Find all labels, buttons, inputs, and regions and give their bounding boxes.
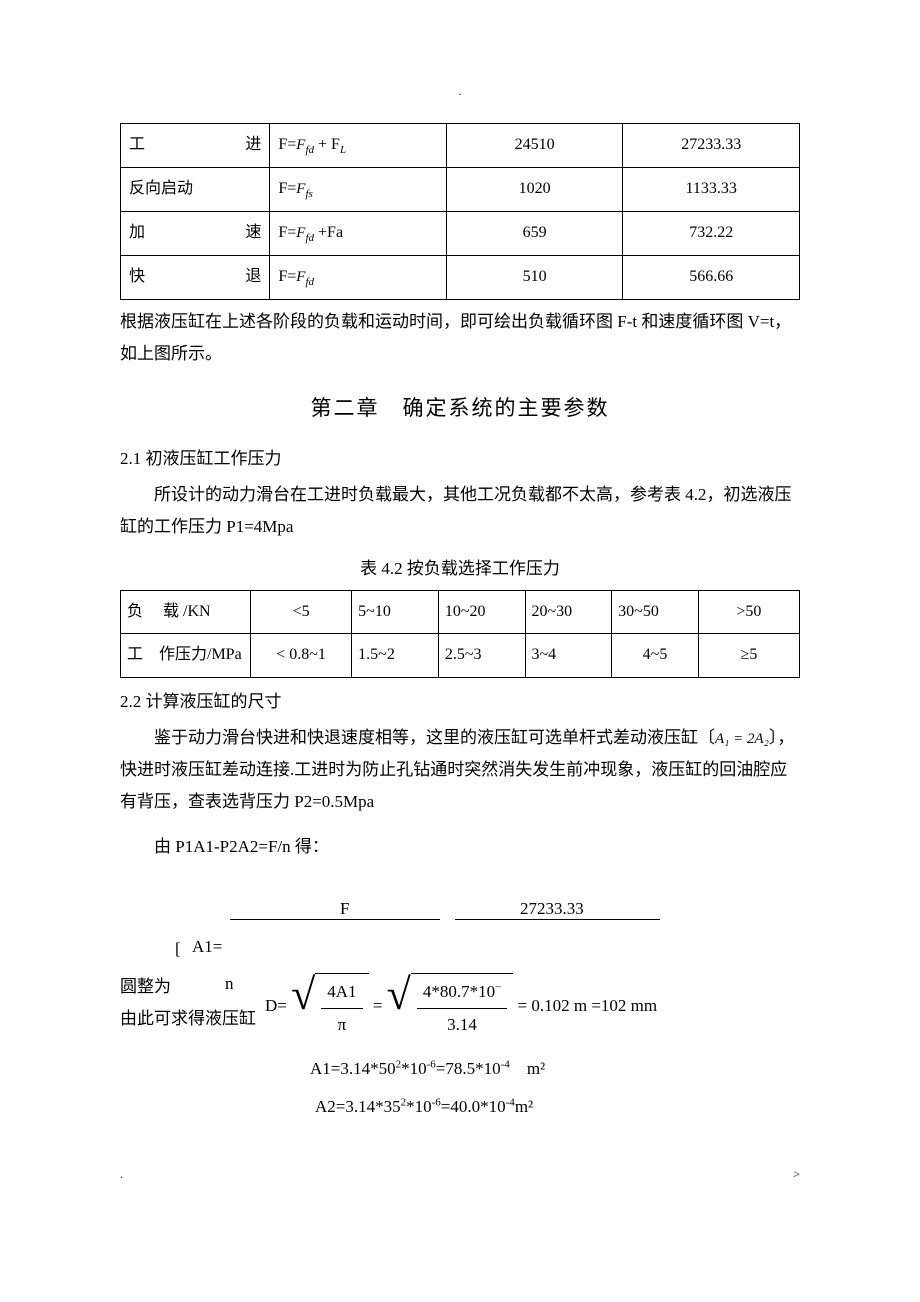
value-cell: < 0.8~1 bbox=[251, 634, 352, 677]
value-cell: >50 bbox=[698, 590, 799, 633]
value-cell: 30~50 bbox=[612, 590, 699, 633]
inline-equation: A₁ = 2A₂ bbox=[715, 731, 769, 747]
value-cell: 5~10 bbox=[352, 590, 439, 633]
value-cell: 27233.33 bbox=[623, 123, 800, 167]
value-cell: 1.5~2 bbox=[352, 634, 439, 677]
value-cell: 659 bbox=[446, 211, 623, 255]
formula-cell: F=Ffs bbox=[270, 167, 447, 211]
stage-cell: 工进 bbox=[121, 123, 270, 167]
formula-cell: F=Ffd bbox=[270, 256, 447, 300]
header-cell: 工 作压力/MPa bbox=[121, 634, 251, 677]
value-cell: 1133.33 bbox=[623, 167, 800, 211]
eq-F-value: 27233.33 bbox=[520, 893, 584, 925]
eq-text: 圆整为 bbox=[120, 971, 171, 1003]
paragraph: 鉴于动力滑台快进和快退速度相等，这里的液压缸可选单杆式差动液压缸〔A₁ = 2A… bbox=[120, 722, 800, 819]
eq-num: 4*80.7*10− bbox=[417, 976, 507, 1009]
eq-den: 3.14 bbox=[417, 1009, 507, 1041]
eq-A2-calc: A2=3.14*352*10-6=40.0*10-4m² bbox=[315, 1091, 533, 1123]
stage-cell: 加速 bbox=[121, 211, 270, 255]
value-cell: 3~4 bbox=[525, 634, 612, 677]
eq-den: π bbox=[321, 1009, 362, 1041]
table-row: 工进 F=Ffd + FL 24510 27233.33 bbox=[121, 123, 800, 167]
footer-left: . bbox=[120, 1163, 123, 1186]
table-row: 反向启动 F=Ffs 1020 1133.33 bbox=[121, 167, 800, 211]
table-row: 工 作压力/MPa < 0.8~1 1.5~2 2.5~3 3~4 4~5 ≥5 bbox=[121, 634, 800, 677]
eq-A1: A1= bbox=[192, 931, 222, 963]
section-title: 2.1 初液压缸工作压力 bbox=[120, 443, 800, 475]
chapter-title: 第二章 确定系统的主要参数 bbox=[120, 389, 800, 429]
stage-cell: 快退 bbox=[121, 256, 270, 300]
paragraph: 所设计的动力滑台在工进时负载最大，其他工况负载都不太高，参考表 4.2，初选液压… bbox=[120, 479, 800, 544]
value-cell: 20~30 bbox=[525, 590, 612, 633]
table-row: 加速 F=Ffd +Fa 659 732.22 bbox=[121, 211, 800, 255]
value-cell: 566.66 bbox=[623, 256, 800, 300]
eq-result: = 0.102 m =102 mm bbox=[518, 996, 658, 1015]
eq-bracket: [ bbox=[175, 933, 181, 965]
eq-n: n bbox=[225, 968, 234, 1000]
top-dot: . bbox=[120, 80, 800, 103]
value-cell: <5 bbox=[251, 590, 352, 633]
formula-cell: F=Ffd +Fa bbox=[270, 211, 447, 255]
value-cell: 510 bbox=[446, 256, 623, 300]
paragraph: 根据液压缸在上述各阶段的负载和运动时间，即可绘出负载循环图 F-t 和速度循环图… bbox=[120, 306, 800, 371]
paragraph: 由 P1A1-P2A2=F/n 得： bbox=[120, 831, 800, 863]
value-cell: ≥5 bbox=[698, 634, 799, 677]
footer-right: > bbox=[793, 1163, 800, 1186]
formula-cell: F=Ffd + FL bbox=[270, 123, 447, 167]
text: D= bbox=[265, 996, 287, 1015]
eq-F: F bbox=[340, 893, 349, 925]
eq-num: 4A1 bbox=[321, 976, 362, 1009]
table-caption: 表 4.2 按负载选择工作压力 bbox=[120, 553, 800, 585]
equals: = bbox=[373, 996, 387, 1015]
stage-cell: 反向启动 bbox=[121, 167, 270, 211]
value-cell: 10~20 bbox=[438, 590, 525, 633]
sqrt-icon: √ 4A1π bbox=[291, 973, 368, 1042]
table-row: 快退 F=Ffd 510 566.66 bbox=[121, 256, 800, 300]
value-cell: 4~5 bbox=[612, 634, 699, 677]
table-row: 负 载 /KN <5 5~10 10~20 20~30 30~50 >50 bbox=[121, 590, 800, 633]
page-footer: . > bbox=[120, 1133, 800, 1186]
eq-fracline bbox=[230, 919, 440, 920]
eq-text: 由此可求得液压缸 bbox=[120, 1003, 256, 1035]
eq-D: D= √ 4A1π = √ 4*80.7*10−3.14 = 0.102 m =… bbox=[265, 973, 657, 1042]
value-cell: 2.5~3 bbox=[438, 634, 525, 677]
value-cell: 24510 bbox=[446, 123, 623, 167]
text: 鉴于动力滑台快进和快退速度相等，这里的液压缸可选单杆式差动液压缸〔 bbox=[154, 728, 715, 747]
table-loads: 工进 F=Ffd + FL 24510 27233.33 反向启动 F=Ffs … bbox=[120, 123, 800, 300]
header-cell: 负 载 /KN bbox=[121, 590, 251, 633]
equation-block: F 27233.33 [ A1= 圆整为 n 由此可求得液压缸 D= √ 4A1… bbox=[120, 873, 800, 1133]
eq-A1-calc: A1=3.14*502*10-6=78.5*10-4 m² bbox=[310, 1053, 545, 1085]
eq-fracline bbox=[455, 919, 660, 920]
value-cell: 732.22 bbox=[623, 211, 800, 255]
value-cell: 1020 bbox=[446, 167, 623, 211]
table-pressure: 负 载 /KN <5 5~10 10~20 20~30 30~50 >50 工 … bbox=[120, 590, 800, 678]
sqrt-icon: √ 4*80.7*10−3.14 bbox=[387, 973, 514, 1042]
section-title: 2.2 计算液压缸的尺寸 bbox=[120, 686, 800, 718]
